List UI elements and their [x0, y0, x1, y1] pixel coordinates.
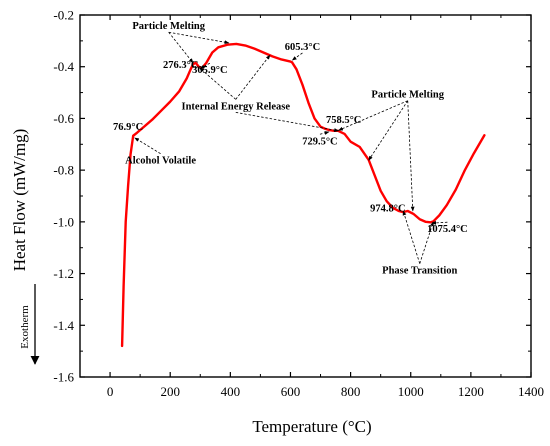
annotation-label: 758.5°C	[326, 115, 361, 126]
annotation-label: Alcohol Volatile	[125, 156, 196, 167]
y-tick-label: -0.8	[53, 163, 74, 178]
annotation-label: 76.9°C	[113, 122, 143, 133]
annotation-arrow	[291, 52, 303, 61]
y-tick-label: -1.6	[53, 370, 74, 385]
annotation-arrow	[431, 220, 448, 225]
annotation-label: Particle Melting	[371, 90, 444, 101]
y-axis-label: Heat Flow (mW/mg)	[10, 129, 29, 272]
y-tick-label: -0.4	[53, 59, 74, 74]
annotation-arrow	[368, 100, 409, 161]
annotation-arrow	[235, 54, 271, 100]
annotation-label: Phase Transition	[382, 266, 457, 277]
exotherm-label: Exotherm	[19, 305, 31, 349]
y-tick-label: -1.4	[53, 318, 74, 333]
y-tick-label: -0.2	[53, 8, 74, 23]
x-tick-label: 600	[281, 384, 301, 399]
annotation-arrow	[235, 111, 340, 132]
annotation-arrow	[199, 67, 237, 100]
annotation-label: 605.3°C	[285, 42, 320, 53]
x-tick-label: 400	[221, 384, 241, 399]
x-tick-label: 1000	[398, 384, 424, 399]
annotation-label: 276.3°C	[163, 60, 198, 71]
annotation-arrow	[134, 137, 161, 155]
y-tick-label: -1.0	[53, 214, 74, 229]
x-tick-label: 0	[107, 384, 114, 399]
annotation-arrow	[402, 210, 421, 264]
annotation-arrow	[199, 62, 211, 69]
annotation-arrow	[338, 100, 408, 131]
x-tick-label: 1200	[458, 384, 484, 399]
annotation-label: 974.8°C	[370, 204, 405, 215]
x-tick-label: 200	[160, 384, 180, 399]
y-tick-label: -0.6	[53, 111, 74, 126]
heat-flow-line	[120, 42, 486, 348]
annotation-label: 729.5°C	[302, 136, 337, 147]
plot-border	[79, 14, 532, 378]
annotation-label: 305.9°C	[192, 65, 227, 76]
y-tick-label: -1.2	[53, 266, 74, 281]
annotation-arrow	[407, 100, 415, 212]
annotation-arrow	[168, 31, 194, 64]
x-tick-label: 800	[341, 384, 361, 399]
series-layer	[120, 42, 486, 348]
x-tick-label: 1400	[518, 384, 544, 399]
annotation-arrow	[168, 31, 230, 45]
annotation-label: Particle Melting	[132, 21, 205, 32]
x-axis-label: Temperature (°C)	[252, 417, 371, 436]
annotation-label: 1075.4°C	[427, 224, 468, 235]
axis-ticks: 0 200 400 600 800 1000 1200 1400 -0.2 -0.4 -0.6 -0.…	[53, 8, 544, 400]
annotation-arrow	[419, 221, 434, 264]
annotation-label: Internal Energy Release	[182, 101, 291, 112]
plot-area	[79, 14, 532, 378]
annotation-arrow	[319, 131, 330, 135]
